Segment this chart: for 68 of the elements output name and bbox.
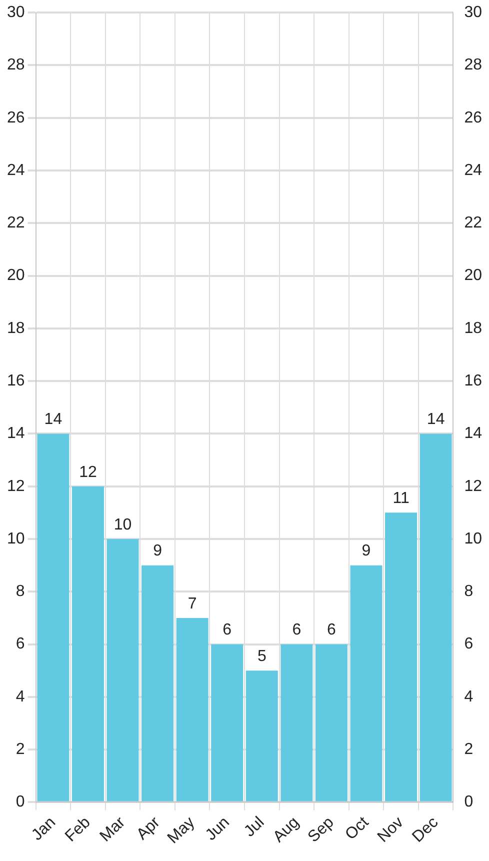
y-tick-label: 16 (7, 372, 25, 390)
y2-tick-label: 4 (464, 688, 474, 706)
data-label: 6 (327, 622, 336, 639)
y-tick-label: 6 (16, 636, 25, 653)
y-tick-label: 10 (7, 530, 25, 548)
data-label: 7 (188, 595, 197, 612)
bar (246, 670, 278, 802)
bar (385, 512, 418, 802)
y2-tick-label: 2 (464, 740, 474, 758)
data-label: 5 (257, 648, 266, 666)
x-tick-label: Mar (96, 813, 130, 846)
y-tick-label: 24 (7, 162, 25, 179)
data-label: 9 (362, 542, 371, 560)
data-label: 12 (79, 464, 97, 481)
y-tick-label: 8 (16, 583, 25, 600)
x-tick-label: May (164, 814, 198, 848)
y2-tick-label: 20 (464, 267, 482, 284)
y2-tick-label: 18 (464, 320, 482, 337)
y-tick-label: 26 (7, 109, 25, 126)
y-tick-label: 4 (16, 688, 25, 706)
bar (142, 565, 174, 802)
y2-tick-label: 0 (464, 794, 474, 811)
y2-tick-label: 28 (464, 56, 482, 74)
bar (211, 644, 244, 802)
y-tick-label: 30 (7, 4, 25, 22)
data-label: 6 (222, 622, 232, 639)
y-tick-label: 18 (7, 320, 25, 337)
bar (72, 486, 104, 802)
y-tick-label: 14 (7, 425, 25, 442)
x-tick-label: Jul (241, 814, 268, 840)
y-tick-label: 12 (7, 478, 25, 495)
x-tick-label: Feb (62, 814, 94, 846)
y2-tick-label: 24 (464, 162, 482, 179)
bar (280, 644, 313, 802)
data-label: 9 (153, 542, 162, 560)
x-tick-label: Jan (28, 814, 60, 844)
x-tick-label: Sep (305, 814, 338, 846)
y2-tick-label: 30 (464, 4, 482, 22)
x-tick-label: Dec (409, 814, 442, 846)
y-tick-label: 20 (7, 267, 25, 284)
y2-tick-label: 10 (464, 530, 482, 548)
y2-tick-label: 8 (464, 583, 474, 600)
y-tick-label: 2 (16, 740, 25, 758)
y-tick-label: 28 (7, 56, 25, 74)
y2-tick-label: 12 (464, 478, 482, 495)
y2-tick-label: 6 (464, 636, 474, 653)
bar (106, 538, 139, 802)
y2-tick-label: 26 (464, 109, 482, 126)
x-tick-label: Jun (202, 814, 233, 844)
data-label: 11 (392, 490, 410, 508)
x-tick-label: Nov (374, 814, 407, 846)
y2-tick-label: 14 (464, 425, 482, 442)
data-label: 14 (44, 411, 62, 428)
data-label: 6 (292, 622, 302, 639)
bar (176, 618, 208, 802)
x-tick-label: Aug (270, 814, 303, 846)
bar (37, 434, 70, 802)
y-tick-label: 22 (7, 214, 25, 232)
data-label: 14 (426, 411, 445, 428)
x-tick-label: Oct (342, 814, 372, 844)
y-tick-label: 0 (16, 794, 25, 811)
bar (420, 434, 452, 802)
x-tick-label: Apr (134, 813, 164, 844)
y2-tick-label: 16 (464, 372, 482, 390)
bar (315, 644, 348, 802)
bar (350, 565, 382, 802)
data-label: 10 (114, 516, 132, 534)
y2-tick-label: 22 (464, 214, 482, 232)
